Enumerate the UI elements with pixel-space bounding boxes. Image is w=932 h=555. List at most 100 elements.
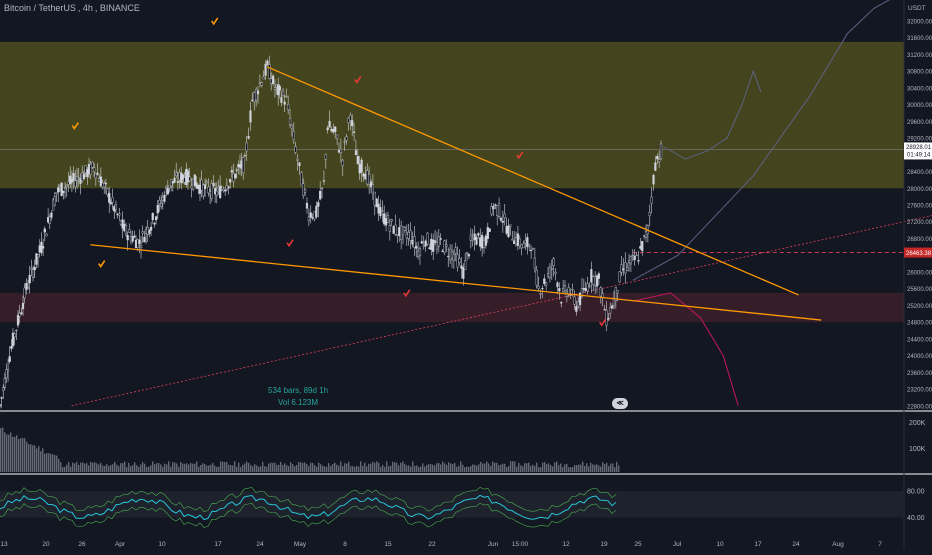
descending-resistance-trendline[interactable] xyxy=(267,66,799,296)
volume-bar xyxy=(592,464,594,472)
candle-body xyxy=(518,238,521,246)
candle-body xyxy=(496,205,499,217)
candle-body xyxy=(458,258,461,264)
candle-body xyxy=(356,156,359,165)
candle-body xyxy=(620,264,623,273)
volume-bar xyxy=(578,464,580,472)
interval-label[interactable]: 4h xyxy=(82,3,93,13)
candle-body xyxy=(278,86,281,91)
candle-body xyxy=(219,185,222,199)
candle-body xyxy=(531,248,535,250)
volume-bar xyxy=(556,461,558,472)
volume-bar xyxy=(476,465,478,472)
volume-bar xyxy=(26,441,28,472)
candle-body xyxy=(509,224,512,227)
volume-bar xyxy=(14,437,16,472)
volume-bar xyxy=(84,463,86,472)
volume-bar xyxy=(346,463,348,472)
candle-body xyxy=(522,243,525,249)
volume-bar xyxy=(306,464,308,472)
candle-body xyxy=(141,231,144,234)
candle-body xyxy=(447,255,450,258)
volume-bar xyxy=(214,465,216,472)
support-trendline[interactable] xyxy=(90,244,822,321)
range-bars-info: 534 bars, 89d 1h xyxy=(268,386,329,395)
candle-body xyxy=(229,179,232,183)
volume-bar xyxy=(608,466,610,472)
volume-bar xyxy=(268,463,270,472)
candle-body xyxy=(235,169,238,171)
candle-body xyxy=(203,184,207,189)
candle-body xyxy=(605,309,608,326)
volume-bar xyxy=(120,463,122,472)
check-mark-red xyxy=(354,76,362,84)
candle-body xyxy=(28,274,31,284)
candle-body xyxy=(91,162,94,168)
candle-body xyxy=(396,234,399,237)
candle-body xyxy=(74,180,77,187)
volume-bar xyxy=(482,463,484,472)
candle-body xyxy=(384,218,388,226)
volume-bar xyxy=(618,465,620,472)
volume-bar xyxy=(298,461,300,472)
volume-bar xyxy=(48,453,50,472)
volume-bar xyxy=(244,463,246,472)
countdown-label: 01:49:14 xyxy=(907,152,931,158)
volume-bar xyxy=(602,462,604,472)
candle-body xyxy=(588,285,591,287)
candle-body xyxy=(417,250,420,258)
volume-bar xyxy=(326,466,328,472)
candle-body xyxy=(315,205,318,218)
symbol-label: Bitcoin / TetherUS xyxy=(4,3,76,13)
candle-body xyxy=(513,240,516,245)
volume-bar xyxy=(424,466,426,472)
candle-body xyxy=(633,256,636,261)
volume-bar xyxy=(150,465,152,472)
candle-body xyxy=(477,233,480,236)
volume-bar xyxy=(160,464,162,472)
volume-bar xyxy=(366,466,368,472)
candle-body xyxy=(121,219,124,229)
volume-bar xyxy=(266,466,268,472)
candle-body xyxy=(33,266,36,271)
volume-bar xyxy=(54,455,56,472)
volume-bar xyxy=(584,466,586,472)
price-tick-label: 28000.00 xyxy=(907,187,932,193)
candle-body xyxy=(488,228,491,232)
candle-body xyxy=(283,101,286,105)
candle-body xyxy=(456,254,459,268)
candle-body xyxy=(94,173,97,179)
volume-bar xyxy=(60,462,62,472)
candle-body xyxy=(497,203,501,217)
candle-body xyxy=(139,244,143,248)
candle-body xyxy=(339,148,342,154)
candle-body xyxy=(173,177,176,183)
candle-body xyxy=(65,184,68,188)
price-tick-label: 22800.00 xyxy=(907,404,932,410)
candle-body xyxy=(622,268,625,271)
candle-body xyxy=(176,181,179,183)
volume-bar xyxy=(236,466,238,472)
volume-bar xyxy=(158,463,160,472)
volume-bar xyxy=(16,435,18,472)
candle-body xyxy=(352,131,356,133)
candle-body xyxy=(166,188,169,195)
volume-bar xyxy=(56,455,58,472)
volume-bar xyxy=(294,466,296,472)
volume-bar xyxy=(50,453,52,472)
volume-bar xyxy=(604,464,606,472)
volume-bar xyxy=(290,462,292,472)
candle-body xyxy=(309,212,312,218)
candle-body xyxy=(63,187,67,189)
go-to-realtime-button[interactable]: ≪ xyxy=(612,398,628,409)
candle-body xyxy=(401,226,405,236)
volume-bar xyxy=(240,467,242,472)
candle-body xyxy=(481,235,484,249)
candle-body xyxy=(369,181,373,187)
candle-body xyxy=(546,273,550,277)
candle-body xyxy=(153,223,156,225)
volume-bar xyxy=(52,454,54,472)
volume-bar xyxy=(136,465,138,472)
